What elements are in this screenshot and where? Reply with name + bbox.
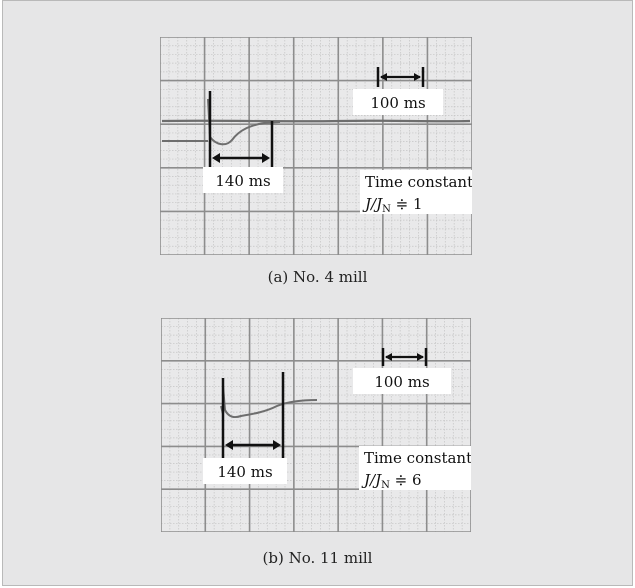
response-trace: [222, 385, 318, 419]
interval-label-box: [203, 167, 283, 193]
scale-arrowhead-right: [417, 353, 424, 361]
minor-grid: [160, 37, 472, 255]
response-trace: [207, 98, 281, 146]
caption-a: (a) No. 4 mill: [267, 268, 368, 286]
ratio-main: J/J: [361, 471, 382, 489]
interval-label: 140 ms: [215, 172, 270, 190]
oscillogram-panel-b: 100 ms 140 ms Time constant ratio J/JN ≑…: [161, 318, 471, 532]
scale-arrowhead-right: [414, 73, 421, 81]
baseline-trace: [161, 119, 471, 123]
ratio-sub: N: [382, 204, 391, 215]
ratio-label-line1: Time constant ratio: [365, 173, 472, 191]
interval-arrowhead-right: [262, 153, 270, 163]
ratio-rest: ≑ 6: [390, 471, 422, 489]
interval-label: 140 ms: [217, 463, 272, 481]
ratio-label-box: [359, 446, 471, 490]
oscillogram-panel-a: 100 ms 140 ms Time constant ratio J/JN ≑…: [160, 37, 472, 255]
interval-arrowhead-left: [212, 153, 220, 163]
scale-arrowhead-left: [385, 353, 392, 361]
scale-label: 100 ms: [374, 373, 429, 391]
ratio-label-line1: Time constant ratio: [364, 449, 471, 467]
scale-arrowhead-left: [380, 73, 387, 81]
oscillogram-a: 100 ms 140 ms Time constant ratio J/JN ≑…: [160, 37, 472, 255]
chart-paper: [161, 318, 471, 532]
scale-label: 100 ms: [370, 94, 425, 112]
ratio-label-line2: J/JN ≑ 1: [362, 195, 423, 215]
ratio-label-box: [360, 170, 472, 214]
caption-b: (b) No. 11 mill: [262, 549, 373, 567]
interval-label-box: [203, 458, 287, 484]
interval-arrowhead-right: [273, 440, 281, 450]
interval-arrowhead-left: [225, 440, 233, 450]
ratio-rest: ≑ 1: [391, 195, 423, 213]
ratio-label-line2: J/JN ≑ 6: [361, 471, 422, 491]
scale-label-box: [353, 368, 451, 394]
oscillogram-b: 100 ms 140 ms Time constant ratio J/JN ≑…: [161, 318, 471, 532]
ratio-main: J/J: [362, 195, 383, 213]
ratio-sub: N: [381, 480, 390, 491]
scale-label-box: [353, 89, 443, 115]
chart-paper: [160, 37, 472, 255]
